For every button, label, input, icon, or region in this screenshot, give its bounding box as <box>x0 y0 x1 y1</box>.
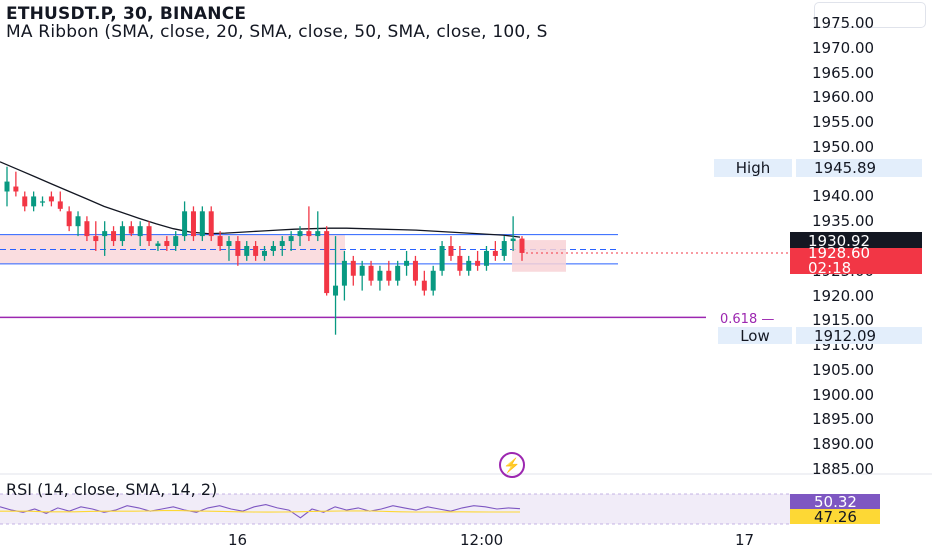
ma-ribbon-line <box>0 161 521 238</box>
candle-body <box>208 211 214 237</box>
price-tick: 1905.00 <box>812 360 875 379</box>
candle-body <box>137 226 143 237</box>
candle-body <box>439 246 445 271</box>
candle-body <box>333 285 339 296</box>
rsi-value-tag: 50.32 <box>790 493 880 511</box>
candle-body <box>510 238 516 242</box>
current-price: 1928.60 <box>808 244 871 262</box>
price-tick: 1900.00 <box>812 385 875 404</box>
candle-body <box>519 238 525 253</box>
ma-ribbon-legend[interactable]: MA Ribbon (SMA, close, 20, SMA, close, 5… <box>6 22 548 42</box>
candle-body <box>297 231 303 237</box>
price-tick: 1895.00 <box>812 410 875 429</box>
price-tick: 1955.00 <box>812 113 875 132</box>
candle-body <box>430 270 436 291</box>
candle-body <box>288 236 294 242</box>
price-tick: 1935.00 <box>812 212 875 231</box>
candle-body <box>492 250 498 256</box>
price-tick: 1975.00 <box>812 14 875 32</box>
candle-body <box>421 280 427 291</box>
candle-body <box>359 265 365 276</box>
rsi-band <box>0 494 790 524</box>
candle-body <box>412 260 418 281</box>
price-tick: 1950.00 <box>812 137 875 156</box>
bar-countdown: 02:18 <box>808 259 852 277</box>
candle-body <box>111 231 117 242</box>
candle-body <box>386 270 392 281</box>
candle-body <box>235 241 241 256</box>
rsi-legend[interactable]: RSI (14, close, SMA, 14, 2) <box>6 480 218 499</box>
price-tick: 1920.00 <box>812 286 875 305</box>
price-tick: 1965.00 <box>812 63 875 82</box>
rsi-sma-line <box>0 510 520 513</box>
candle-body <box>368 265 374 281</box>
candle-body <box>475 260 481 266</box>
rsi-line <box>0 504 521 519</box>
candle-body <box>244 246 250 256</box>
candle-body <box>395 265 401 281</box>
candle-body <box>102 231 108 237</box>
candle-body <box>315 231 321 237</box>
candle-body <box>279 241 285 246</box>
candle-body <box>324 231 330 294</box>
candle-body <box>4 181 10 192</box>
candle-body <box>404 260 410 266</box>
candle-body <box>66 211 72 227</box>
fib-level-label: 0.618 — <box>720 312 774 327</box>
candle-body <box>306 231 312 237</box>
time-tick-12: 12:00 <box>460 531 504 549</box>
price-tick: 1970.00 <box>812 38 875 57</box>
high-label: High <box>714 159 792 177</box>
candle-body <box>448 246 454 256</box>
candle-body <box>155 243 161 246</box>
low-value: 1912.09 <box>796 327 922 345</box>
candle-body <box>75 216 81 227</box>
candle-body <box>173 236 179 246</box>
chart-menu-button[interactable] <box>814 2 926 28</box>
candle-body <box>253 246 259 256</box>
candle-body <box>270 246 276 251</box>
rsi-sma-tag: 47.26 <box>790 508 880 526</box>
candle-body <box>119 226 125 242</box>
candle-body <box>48 196 54 202</box>
candle-body <box>57 201 63 209</box>
candle-body <box>457 255 463 271</box>
candle-body <box>262 250 267 256</box>
current-price-tag: 1928.60 02:18 <box>790 244 922 277</box>
candle-body <box>217 236 223 246</box>
candle-body <box>226 241 232 246</box>
candle-body <box>13 186 19 192</box>
price-tick: 1885.00 <box>812 460 875 478</box>
last-price-tag: 1930.92 <box>790 232 922 250</box>
candle-body <box>146 226 152 242</box>
candle-body <box>84 221 90 237</box>
time-tick-16: 16 <box>228 531 248 549</box>
symbol-legend[interactable]: ETHUSDT.P, 30, BINANCE <box>6 4 247 24</box>
flash-icon[interactable]: ⚡ <box>499 452 525 478</box>
price-tick: 1915.00 <box>812 311 875 330</box>
candle-body <box>466 260 472 271</box>
time-tick-17: 17 <box>735 531 755 549</box>
candle-body <box>182 211 188 237</box>
price-tick: 1960.00 <box>812 88 875 107</box>
candle-body <box>31 196 37 207</box>
candle-body <box>199 211 205 237</box>
candle-body <box>341 260 347 286</box>
candle-body <box>501 241 507 256</box>
low-label: Low <box>718 327 792 345</box>
candle-body <box>93 236 99 242</box>
candle-body <box>40 201 46 203</box>
high-value: 1945.89 <box>796 159 922 177</box>
candle-body <box>190 211 196 237</box>
candle-body <box>128 226 134 234</box>
candle-body <box>22 196 28 207</box>
candle-body <box>377 270 383 281</box>
price-tick: 1890.00 <box>812 435 875 454</box>
candle-body <box>483 250 489 266</box>
price-tick: 1940.00 <box>812 187 875 206</box>
candle-body <box>350 260 356 276</box>
candle-body <box>164 241 170 246</box>
